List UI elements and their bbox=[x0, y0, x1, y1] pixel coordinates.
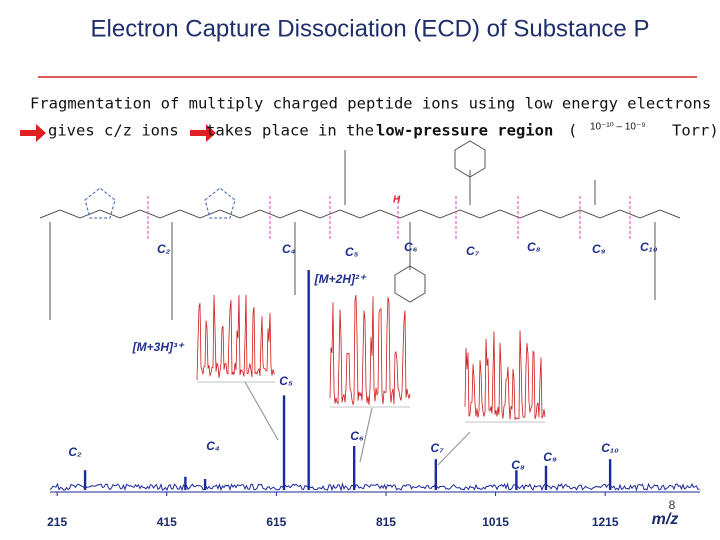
peak bbox=[608, 459, 612, 490]
arrow-icon bbox=[20, 124, 46, 142]
inset-trace bbox=[196, 294, 276, 381]
x-tick-label: 815 bbox=[376, 515, 396, 529]
peak-label: C₉ bbox=[543, 450, 557, 464]
peak bbox=[544, 465, 548, 490]
x-tick-label: 415 bbox=[157, 515, 177, 529]
x-tick-label: 215 bbox=[47, 515, 67, 529]
fragment-label: C₆ bbox=[404, 240, 418, 254]
inset-spectra bbox=[196, 294, 546, 466]
connector bbox=[244, 381, 279, 441]
peak-label: C₁₀ bbox=[601, 441, 619, 455]
inset-trace bbox=[329, 295, 411, 405]
peak-label: C₂ bbox=[68, 445, 82, 459]
x-tick-label: 1015 bbox=[482, 515, 509, 529]
fragment-label: C₇ bbox=[466, 244, 480, 258]
x-tick-label: 1215 bbox=[592, 515, 619, 529]
peak bbox=[83, 470, 87, 490]
peak bbox=[352, 446, 356, 490]
bullet-text: takes place in the bbox=[206, 122, 374, 140]
bullet-text: Torr) bbox=[672, 122, 719, 140]
peak-label: [M+2H]²⁺ bbox=[314, 272, 367, 286]
peak bbox=[434, 459, 438, 490]
peak-label: C₅ bbox=[279, 374, 293, 388]
peak-label: [M+3H]³⁺ bbox=[132, 340, 185, 354]
peak bbox=[307, 270, 310, 490]
fragment-label: H bbox=[393, 195, 401, 206]
bullet-text: gives c/z ions bbox=[48, 122, 179, 140]
peptide-structure bbox=[39, 140, 681, 320]
peak-label: C₆ bbox=[350, 429, 364, 443]
fragment-label: C₁₀ bbox=[640, 240, 658, 254]
connector bbox=[437, 431, 471, 466]
slide-title: Electron Capture Dissociation (ECD) of S… bbox=[91, 15, 650, 42]
peak-label: C₄ bbox=[206, 439, 220, 453]
arrow-icon bbox=[190, 124, 216, 142]
peak-label: C₈ bbox=[511, 458, 525, 472]
pressure-range: 10⁻¹⁰ – 10⁻⁹ bbox=[590, 122, 646, 133]
inset-trace bbox=[464, 330, 546, 421]
fragment-label: C₂ bbox=[157, 242, 171, 256]
bullet-text: low-pressure region bbox=[376, 122, 553, 140]
fragment-label: C₄ bbox=[282, 242, 296, 256]
peak bbox=[282, 395, 286, 490]
bullet-text: ( bbox=[568, 122, 577, 140]
axis-label: m/z bbox=[652, 511, 679, 528]
connector bbox=[359, 407, 373, 463]
peak bbox=[184, 476, 187, 490]
fragment-label: C₉ bbox=[592, 242, 606, 256]
fragment-label: C₅ bbox=[345, 245, 359, 259]
peak bbox=[515, 470, 518, 490]
x-tick-label: 615 bbox=[266, 515, 286, 529]
peak-label: C₇ bbox=[430, 441, 444, 455]
noise-baseline bbox=[49, 482, 700, 492]
fragment-label: C₈ bbox=[527, 240, 541, 254]
peak bbox=[203, 479, 207, 490]
bullet-text: Fragmentation of multiply charged peptid… bbox=[30, 95, 711, 113]
page-number: 8 bbox=[669, 498, 676, 512]
